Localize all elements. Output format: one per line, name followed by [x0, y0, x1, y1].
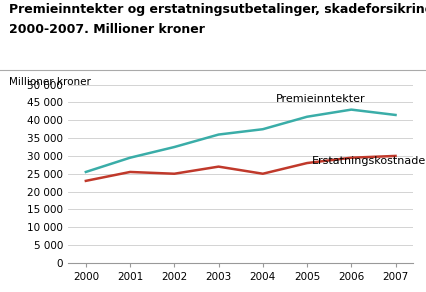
- Text: Premieinntekter: Premieinntekter: [276, 94, 366, 104]
- Text: 2000-2007. Millioner kroner: 2000-2007. Millioner kroner: [9, 23, 204, 36]
- Text: Premieinntekter og erstatningsutbetalinger, skadeforsikring.: Premieinntekter og erstatningsutbetaling…: [9, 3, 426, 16]
- Text: Erstatningskostnader: Erstatningskostnader: [311, 156, 426, 166]
- Text: Millioner kroner: Millioner kroner: [9, 77, 90, 87]
